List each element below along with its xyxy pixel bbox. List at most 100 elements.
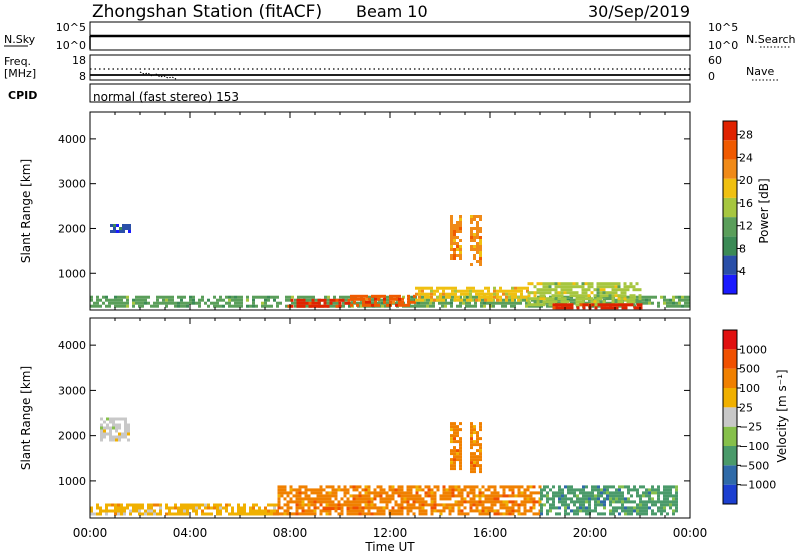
velocity-cell [624,497,627,501]
power-cell [572,294,576,298]
power-cell [608,285,612,289]
power-cell [138,298,141,302]
velocity-cell [277,488,281,492]
velocity-cell [424,494,428,498]
power-cell [222,304,225,308]
velocity-cell [313,488,317,492]
power-cell [433,298,436,302]
power-cell [666,301,669,305]
velocity-cell [103,432,106,436]
velocity-cell [514,485,518,489]
velocity-cell [523,503,527,507]
velocity-cell [129,509,132,513]
power-cell [450,215,453,218]
velocity-cell [621,497,624,501]
velocity-cell [115,438,118,442]
velocity-cell [675,485,678,489]
power-cell [654,295,657,299]
power-cell [389,297,392,301]
velocity-cell [108,509,111,513]
velocity-cell [382,512,386,516]
velocity-cell [376,485,380,489]
velocity-cell [484,494,488,498]
velocity-cell [225,506,228,510]
velocity-cell [675,509,678,513]
velocity-cell [505,503,509,507]
velocity-cell [150,512,153,516]
velocity-cell [594,488,597,492]
velocity-cell [478,512,482,516]
velocity-cell [487,497,491,501]
power-cell [479,245,482,248]
power-cell [119,227,122,230]
power-cell [207,298,210,302]
velocity-cell [470,458,473,462]
velocity-cell [490,506,494,510]
velocity-cell [295,512,299,516]
velocity-cell [283,509,287,513]
velocity-cell [505,506,509,510]
power-cell [96,304,99,308]
velocity-cell [532,503,536,507]
power-cell [345,298,348,302]
power-cell [335,298,339,302]
power-cell [508,292,511,296]
velocity-cell [540,503,543,507]
velocity-cell [150,506,153,510]
power-cell [264,304,267,308]
power-cell [439,295,442,299]
velocity-cell [520,485,524,489]
power-cell [165,301,168,305]
velocity-cell [484,500,488,504]
velocity-cell [124,426,127,430]
velocity-cell [286,506,290,510]
velocity-cell [558,491,561,495]
velocity-cell [457,509,461,513]
velocity-cell [532,512,536,516]
velocity-cell [451,494,455,498]
velocity-cell [479,455,482,459]
power-cell [450,301,453,305]
velocity-cell [106,432,109,436]
power-cell [450,239,453,242]
power-cell [427,292,430,296]
velocity-cell [445,494,449,498]
velocity-cell [201,503,204,507]
velocity-cell [520,500,524,504]
velocity-cell [412,485,416,489]
velocity-cell [639,497,642,501]
velocity-cell [225,509,228,513]
velocity-cell [412,494,416,498]
velocity-cell [355,506,359,510]
power-cell [377,297,380,301]
power-cell [474,304,477,308]
power-cell [174,301,177,305]
velocity-cell [316,488,320,492]
power-cell [626,288,630,292]
velocity-cell [240,509,243,513]
velocity-cell [456,434,459,438]
velocity-cell [453,455,456,459]
velocity-cell [511,512,515,516]
velocity-cell [394,500,398,504]
velocity-cell [459,458,462,462]
velocity-cell [418,497,422,501]
power-cell [639,306,643,310]
power-cell [177,295,180,299]
power-cell [520,292,523,296]
velocity-cell [406,500,410,504]
power-cell [527,294,531,298]
power-cell [459,218,462,221]
velocity-cell [177,506,180,510]
velocity-cell [340,497,344,501]
power-cell [113,227,116,230]
power-cell [479,215,482,218]
power-cell [448,286,451,290]
velocity-cell [591,491,594,495]
velocity-cell [567,497,570,501]
velocity-cell [346,497,350,501]
velocity-cell [538,485,542,489]
power-cell [231,295,234,299]
power-cell [678,295,681,299]
